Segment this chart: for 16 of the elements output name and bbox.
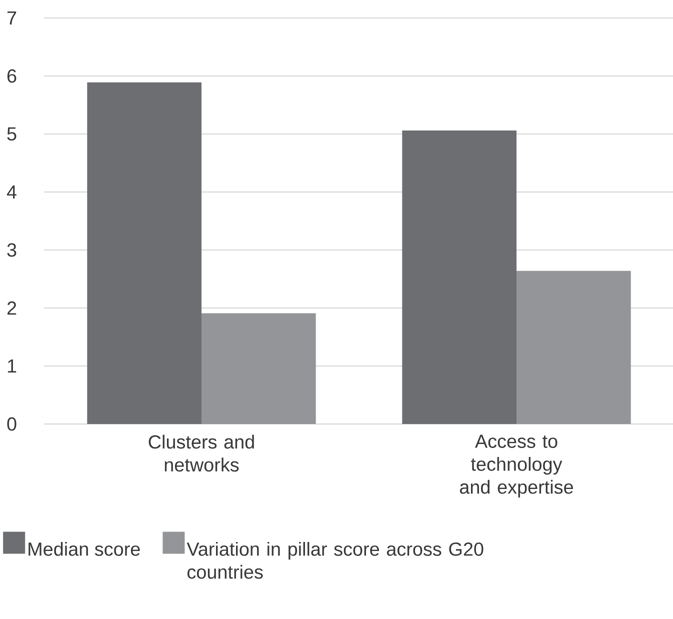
y-tick-label: 4 [6,185,16,199]
y-tick-label: 3 [7,243,16,257]
x-tick-label: Access to technology and expertise [460,434,573,498]
y-tick-label: 5 [7,127,16,141]
bar [402,130,517,424]
bar [516,270,631,424]
y-tick-label: 0 [7,417,16,431]
y-tick-label: 6 [7,69,16,83]
x-tick-label: Clusters and networks [148,434,254,472]
y-tick-label: 1 [8,359,16,373]
legend-label: Variation in pillar score across G20 countries [186,542,484,579]
bar [202,313,316,424]
y-tick-label: 2 [7,301,16,315]
y-tick-label: 7 [7,11,16,25]
legend-label: Median score [28,542,140,556]
bar [87,82,202,424]
